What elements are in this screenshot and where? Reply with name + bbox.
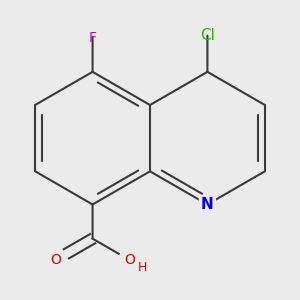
Text: O: O (51, 253, 62, 267)
Text: N: N (201, 197, 214, 212)
Text: Cl: Cl (200, 28, 215, 43)
Text: O: O (125, 254, 136, 267)
Text: H: H (138, 261, 147, 274)
Text: F: F (88, 31, 97, 45)
